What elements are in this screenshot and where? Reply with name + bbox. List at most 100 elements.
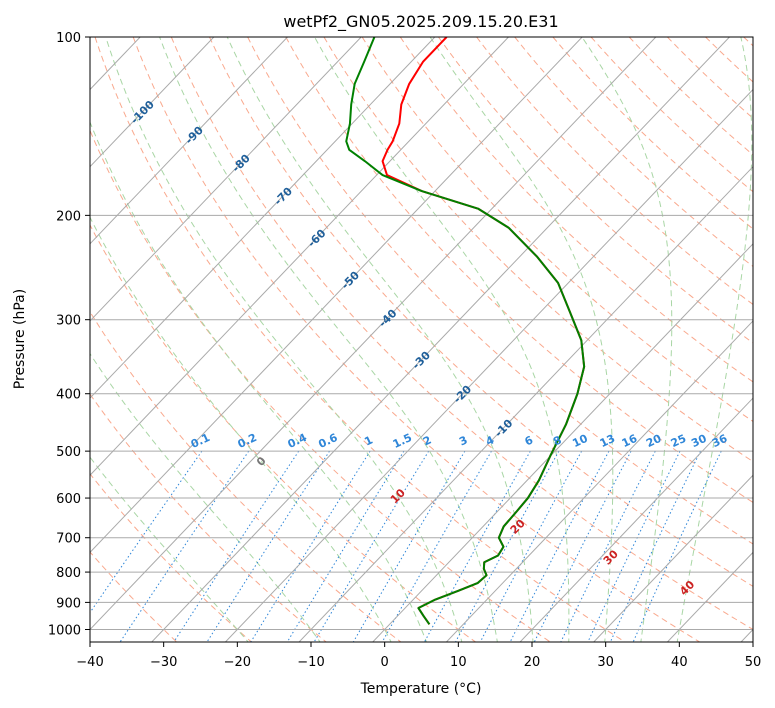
moist-adiabat [676, 37, 753, 642]
isotherm [0, 37, 67, 644]
mixing-ratio-label: 3 [457, 433, 469, 448]
x-tick-label: −30 [150, 655, 177, 670]
isotherm [372, 243, 753, 642]
plot-frame [89, 36, 754, 643]
mixing-ratio-line [119, 450, 250, 642]
x-tick-label: 30 [597, 655, 614, 670]
dry-adiabat [514, 37, 753, 268]
mixing-ratio-line [479, 450, 583, 642]
mixing-ratio-label: 0.4 [286, 431, 309, 451]
x-axis-title: Temperature (°C) [360, 681, 482, 697]
mixing-ratio-label: 8 [551, 433, 563, 448]
moist-adiabats [90, 37, 753, 642]
mixing-ratio-line [509, 450, 610, 642]
mixing-ratio-label: 25 [669, 432, 688, 450]
mixing-ratio-label: 0.6 [316, 431, 339, 451]
moist-adiabat [90, 216, 392, 642]
mixing-ratio-line [560, 450, 656, 642]
dry-adiabat [323, 37, 753, 463]
mixing-ratio-line [90, 450, 203, 614]
moist-adiabat [226, 37, 534, 642]
dry-adiabat [247, 37, 753, 545]
mixing-ratio-label: 0.1 [189, 431, 212, 451]
isotherm [519, 397, 753, 642]
mixing-ratio-line [587, 450, 681, 642]
isotherms [0, 37, 753, 644]
y-tick-label: 600 [56, 492, 81, 507]
x-tick-label: 10 [450, 655, 467, 670]
y-tick-label: 800 [56, 566, 81, 581]
isotherm [90, 37, 657, 631]
y-axis-ticks: 100 200 300 400 500 600 700 800 900 1000 [48, 31, 90, 639]
dry-adiabat [90, 223, 477, 642]
y-tick-label: 100 [56, 31, 81, 46]
x-axis-ticks: −40 −30 −20 −10 0 10 20 30 40 50 [76, 642, 761, 670]
mixing-ratio-line [250, 450, 371, 642]
dewpoint-line [345, 37, 586, 625]
x-tick-label: −20 [224, 655, 251, 670]
isotherm [90, 37, 288, 245]
mixing-ratio-label: 36 [710, 432, 730, 450]
isotherm [593, 474, 753, 642]
mixing-ratio-line [533, 450, 632, 642]
mixing-ratio-lines [90, 450, 722, 642]
mixing-ratio-label: 6 [523, 433, 536, 448]
mixing-ratio-line [381, 450, 492, 642]
isotherm-label: -100 [128, 98, 157, 127]
isotherm [224, 88, 753, 642]
x-tick-label: −40 [76, 655, 103, 670]
mixing-ratio-label: 0.2 [236, 431, 259, 451]
y-tick-label: 500 [56, 445, 81, 460]
mixing-ratio-label: 13 [598, 432, 617, 450]
isotherm [90, 37, 362, 322]
mixing-ratio-label: 2 [421, 433, 433, 448]
y-tick-label: 200 [56, 209, 81, 224]
isotherm [666, 551, 753, 642]
dry-adiabat [438, 37, 753, 344]
moist-adiabat [159, 37, 498, 642]
isotherm [151, 37, 730, 642]
isotherm [90, 37, 583, 554]
dry-adiabat [285, 37, 753, 504]
mixing-ratio-line [206, 450, 330, 642]
mixing-ratio-label: 16 [620, 432, 640, 450]
mixing-ratio-line [352, 450, 466, 642]
mixing-ratio-line [609, 450, 701, 642]
chart-title: wetPf2_GN05.2025.209.15.20.E31 [283, 12, 558, 32]
x-tick-label: 40 [671, 655, 688, 670]
x-tick-label: −10 [297, 655, 324, 670]
mixing-ratio-line [173, 450, 300, 642]
mixing-ratio-label: 30 [689, 432, 709, 450]
dry-adiabat [94, 37, 626, 642]
moist-adiabat-label: 30 [601, 547, 621, 567]
mixing-ratio-line [423, 450, 531, 642]
isotherm [90, 37, 509, 476]
temperature-line [381, 37, 586, 625]
isotherm [90, 37, 215, 168]
y-tick-label: 300 [56, 314, 81, 329]
dry-adiabat [743, 37, 753, 47]
moist-adiabat-label: 0 [254, 454, 269, 469]
dry-adiabats [90, 37, 753, 642]
mixing-ratio-label: 20 [644, 432, 664, 450]
moist-adiabat [90, 120, 428, 642]
dry-adiabat [399, 37, 753, 383]
x-tick-label: 0 [381, 655, 389, 670]
dry-adiabat [361, 37, 753, 423]
contour-labels: 0.1 0.2 0.4 0.6 1 1.5 2 3 4 6 8 10 13 16 20 25 30 36-100-… [128, 98, 729, 598]
moist-adiabat [105, 37, 463, 642]
y-tick-label: 700 [56, 532, 81, 547]
x-tick-label: 50 [745, 655, 762, 670]
dry-adiabat [590, 37, 753, 193]
y-tick-label: 900 [56, 596, 81, 611]
dry-adiabat [90, 129, 552, 642]
mixing-ratio-label: 10 [570, 432, 590, 450]
moist-adiabat [90, 456, 249, 642]
dry-adiabat [476, 37, 753, 306]
isotherm [445, 320, 753, 642]
isotherm [90, 37, 436, 399]
y-tick-label: 1000 [48, 624, 81, 639]
dry-adiabat [90, 310, 402, 642]
moist-adiabat-label: 40 [677, 578, 697, 598]
